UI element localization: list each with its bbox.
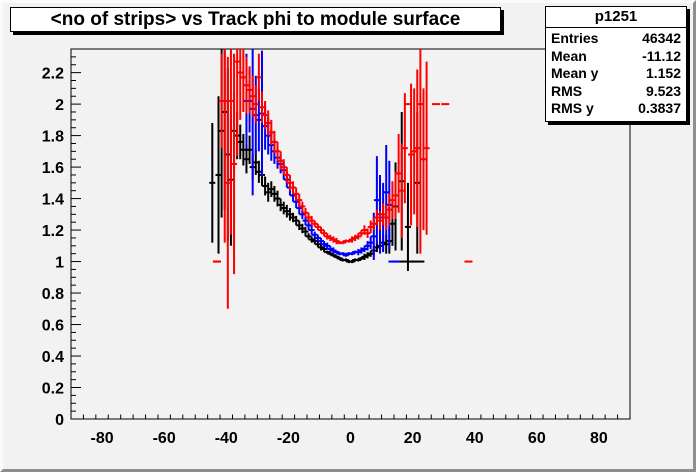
x-tick-label: -60 — [153, 430, 176, 447]
stat-value: 9.523 — [645, 82, 681, 99]
stat-label: Entries — [551, 30, 599, 46]
x-tick-label: 80 — [590, 430, 608, 447]
x-tick-label: -80 — [90, 430, 113, 447]
y-tick-label: 0.2 — [42, 381, 64, 398]
y-tick-label: 2 — [55, 97, 64, 114]
x-tick-label: -40 — [215, 430, 238, 447]
axis-labels: -80 -60 -40 -20 0 20 40 60 80 0 0.2 0.4 0.6 0.8 1 1.2 1.… — [42, 66, 608, 447]
stats-row: RMS y 0.3837 — [546, 100, 686, 118]
y-tick-label: 0 — [55, 412, 64, 429]
stats-rows: Entries 46342 Mean -11.12 Mean y 1.152 RMS 9.52… — [546, 28, 686, 121]
stats-row: RMS 9.523 — [546, 83, 686, 101]
x-tick-label: 0 — [346, 430, 355, 447]
series-red — [212, 49, 473, 309]
x-tick-label: 20 — [404, 430, 422, 447]
y-tick-label: 0.4 — [42, 349, 64, 366]
y-tick-label: 0.6 — [42, 318, 64, 335]
stat-value: 1.152 — [645, 65, 681, 81]
y-tick-label: 1.4 — [42, 192, 64, 209]
stat-label: RMS — [551, 82, 583, 99]
y-tick-label: 1 — [55, 255, 64, 272]
y-tick-label: 1.2 — [42, 223, 64, 240]
stat-value: -11.12 — [642, 47, 681, 64]
stat-value: 0.3837 — [638, 100, 681, 116]
stats-row: Mean -11.12 — [546, 48, 686, 66]
stats-row: Mean y 1.152 — [546, 65, 686, 83]
plot-title: <no of strips> vs Track phi to module su… — [50, 9, 461, 30]
stat-label: Mean y — [551, 65, 599, 81]
axis-ticks — [71, 56, 619, 419]
y-tick-label: 1.8 — [42, 129, 64, 146]
y-tick-label: 2.2 — [42, 66, 64, 83]
plot-frame — [70, 48, 631, 420]
y-tick-label: 1.6 — [42, 160, 64, 177]
x-tick-label: 40 — [466, 430, 484, 447]
x-tick-label: -20 — [277, 430, 300, 447]
stat-label: RMS y — [551, 100, 594, 116]
stat-label: Mean — [551, 47, 587, 64]
plot-area: -80 -60 -40 -20 0 20 40 60 80 0 0.2 0.4 0.6 0.8 1 1.2 1.… — [42, 48, 631, 447]
y-tick-label: 0.8 — [42, 286, 64, 303]
stats-histogram-name: p1251 — [546, 7, 686, 28]
stats-row: Entries 46342 — [546, 30, 686, 48]
stat-value: 46342 — [642, 30, 681, 46]
plot-title-box: <no of strips> vs Track phi to module su… — [10, 7, 501, 32]
stats-box: p1251 Entries 46342 Mean -11.12 Mean y 1.152 R… — [545, 6, 687, 122]
x-tick-label: 60 — [528, 430, 546, 447]
